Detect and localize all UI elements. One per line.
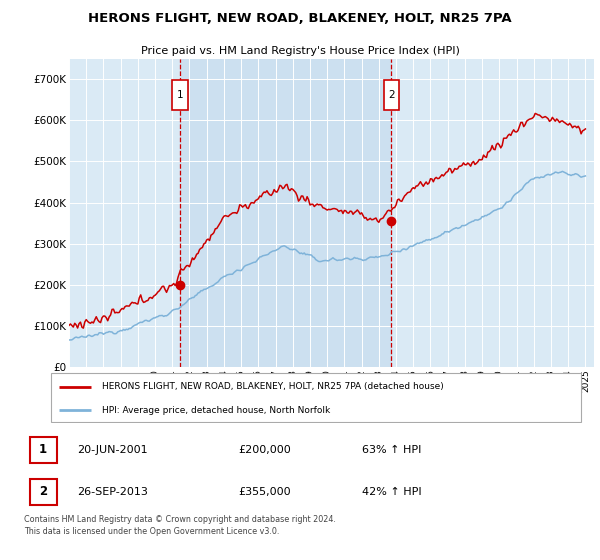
Text: 1: 1 <box>177 90 184 100</box>
Text: HPI: Average price, detached house, North Norfolk: HPI: Average price, detached house, Nort… <box>102 405 330 415</box>
Text: 1: 1 <box>39 443 47 456</box>
Text: £355,000: £355,000 <box>238 487 291 497</box>
Text: Price paid vs. HM Land Registry's House Price Index (HPI): Price paid vs. HM Land Registry's House … <box>140 46 460 56</box>
FancyBboxPatch shape <box>383 81 399 110</box>
Bar <box>181 59 391 367</box>
Text: HERONS FLIGHT, NEW ROAD, BLAKENEY, HOLT, NR25 7PA: HERONS FLIGHT, NEW ROAD, BLAKENEY, HOLT,… <box>88 12 512 25</box>
Text: 63% ↑ HPI: 63% ↑ HPI <box>362 445 422 455</box>
Text: 26-SEP-2013: 26-SEP-2013 <box>77 487 148 497</box>
Text: 2: 2 <box>388 90 395 100</box>
FancyBboxPatch shape <box>172 81 188 110</box>
Text: Contains HM Land Registry data © Crown copyright and database right 2024.
This d: Contains HM Land Registry data © Crown c… <box>24 515 336 535</box>
Text: HERONS FLIGHT, NEW ROAD, BLAKENEY, HOLT, NR25 7PA (detached house): HERONS FLIGHT, NEW ROAD, BLAKENEY, HOLT,… <box>102 382 443 391</box>
FancyBboxPatch shape <box>50 374 581 422</box>
Text: 2: 2 <box>39 485 47 498</box>
Text: 42% ↑ HPI: 42% ↑ HPI <box>362 487 422 497</box>
Text: £200,000: £200,000 <box>238 445 291 455</box>
FancyBboxPatch shape <box>29 437 57 463</box>
FancyBboxPatch shape <box>29 479 57 505</box>
Text: 20-JUN-2001: 20-JUN-2001 <box>77 445 148 455</box>
